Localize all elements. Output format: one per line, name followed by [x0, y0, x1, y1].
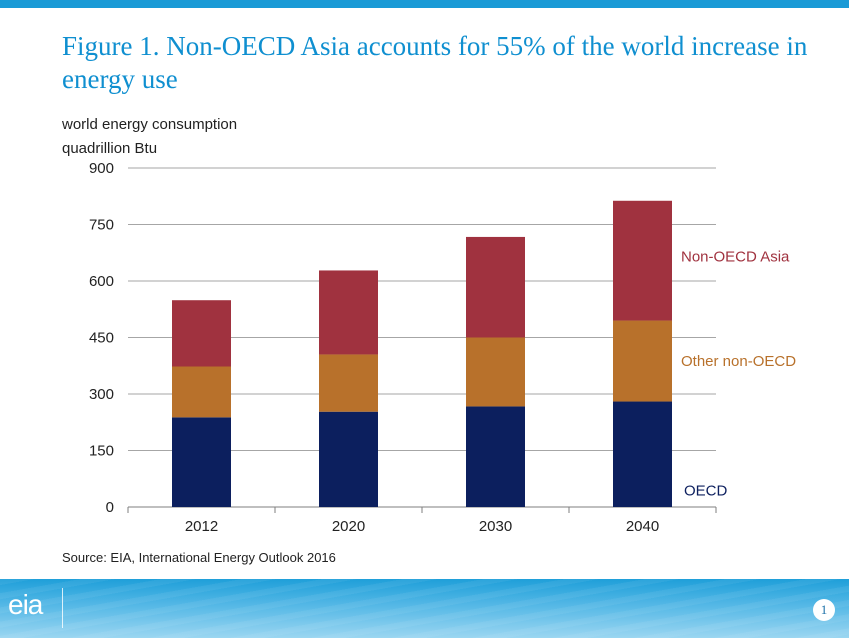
bar-oecd [319, 411, 378, 507]
bar-non-oecd-asia [319, 270, 378, 355]
bar-non-oecd-asia [613, 200, 672, 321]
y-axis-label: quadrillion Btu [62, 140, 158, 157]
bar-other-non-oecd [613, 320, 672, 402]
footer-band: eia 1 [0, 579, 849, 638]
page-title: Figure 1. Non-OECD Asia accounts for 55%… [62, 31, 808, 94]
eia-logo: eia [8, 589, 43, 620]
stacked-bar-chart: 0 150 300 450 600 750 900 2012 2020 2030 2040 OECD O… [89, 160, 796, 535]
bar-other-non-oecd [319, 354, 378, 412]
y-tick-label: 0 [106, 499, 114, 516]
bar-other-non-oecd [466, 337, 525, 407]
legend-label: Non-OECD Asia [681, 249, 790, 266]
footer-wave-pattern [0, 579, 849, 638]
y-tick-label: 600 [89, 273, 114, 290]
x-tick-label: 2030 [479, 518, 512, 535]
y-tick-label: 900 [89, 160, 114, 177]
y-tick-label: 300 [89, 386, 114, 403]
bar-oecd [613, 401, 672, 507]
source-note: Source: EIA, International Energy Outloo… [62, 550, 336, 565]
bar-oecd [466, 406, 525, 507]
chart-title: world energy consumption [62, 116, 238, 133]
bar-other-non-oecd [172, 366, 231, 418]
x-tick-label: 2040 [626, 518, 659, 535]
bar-non-oecd-asia [172, 300, 231, 367]
bar-oecd [172, 417, 231, 507]
legend-label: OECD [684, 482, 728, 499]
logo-divider [62, 588, 63, 628]
x-tick-label: 2020 [332, 518, 365, 535]
x-tick-label: 2012 [185, 518, 218, 535]
y-tick-label: 150 [89, 443, 114, 460]
legend-label: Other non-OECD [681, 353, 796, 370]
y-tick-label: 450 [89, 330, 114, 347]
bar-non-oecd-asia [466, 236, 525, 338]
page-number: 1 [813, 599, 835, 621]
top-accent-bar [0, 0, 849, 8]
y-tick-label: 750 [89, 217, 114, 234]
